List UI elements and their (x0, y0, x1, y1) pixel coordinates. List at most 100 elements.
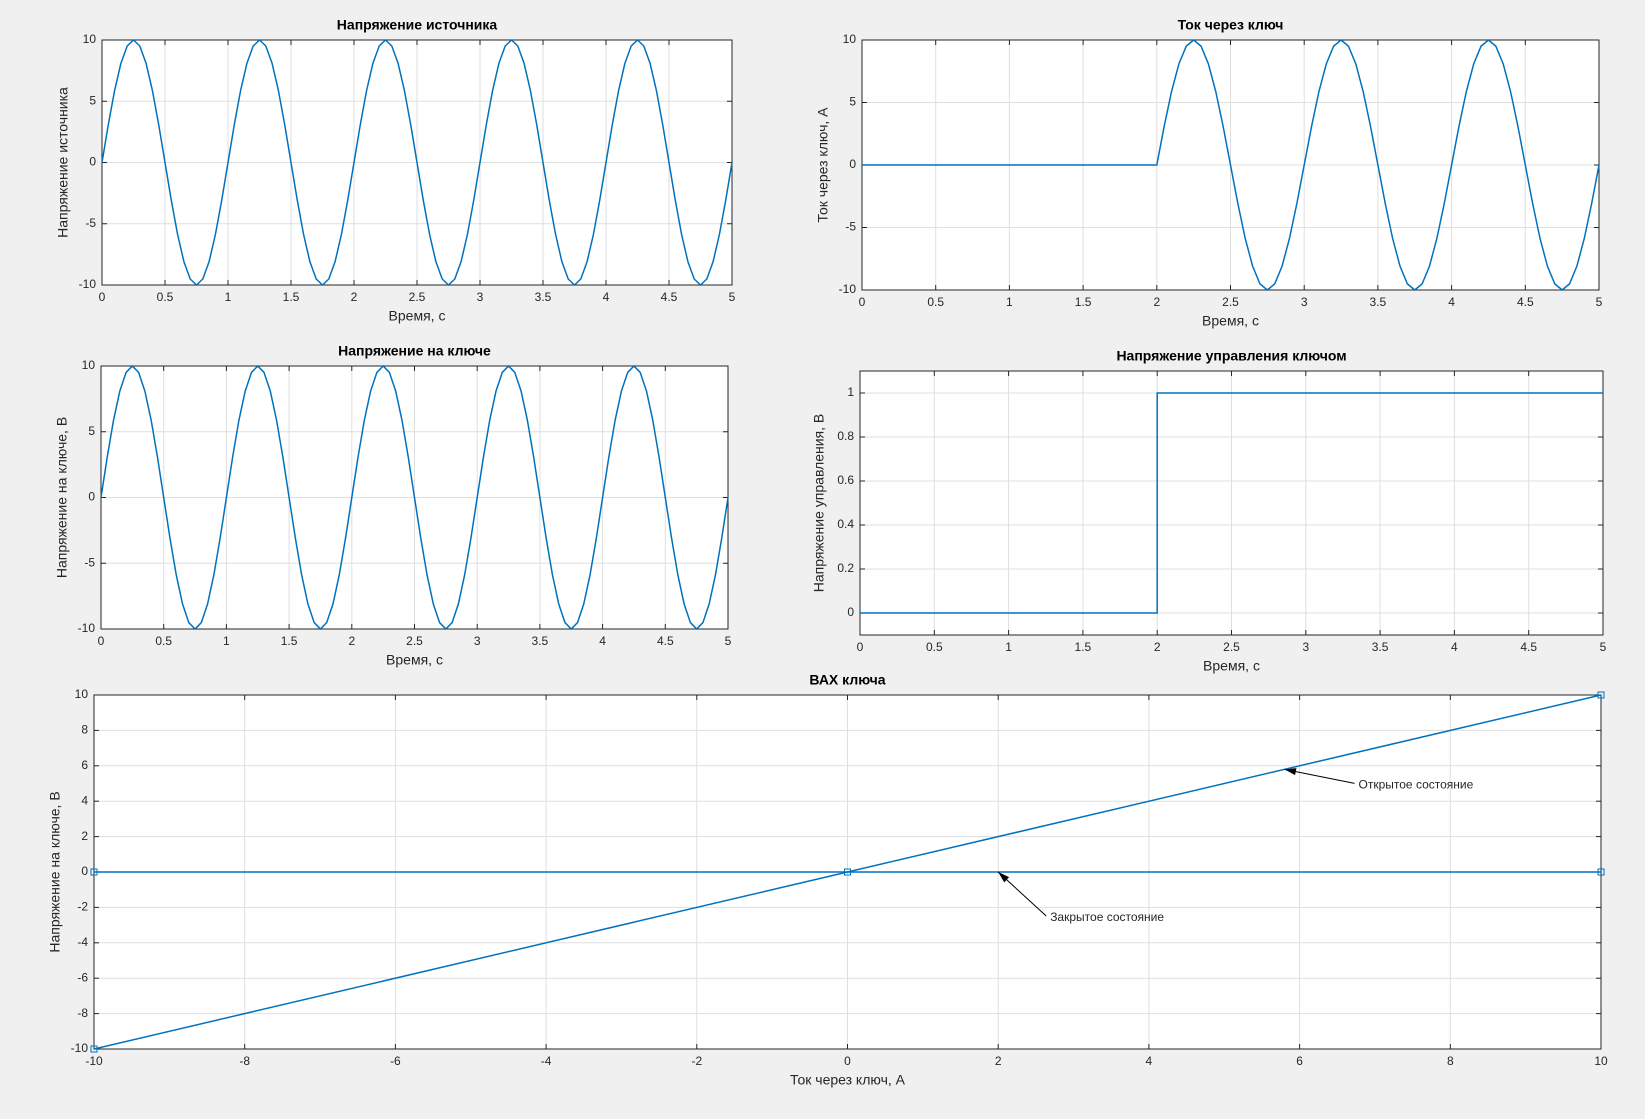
x-tick-label: 0 (857, 640, 864, 654)
x-tick-label: 2 (351, 290, 358, 304)
y-tick-label: 2 (81, 829, 88, 843)
x-tick-label: 6 (1296, 1054, 1303, 1068)
marker (1597, 691, 1605, 699)
x-tick-label: 8 (1447, 1054, 1454, 1068)
y-axis-label: Напряжение управления, В (811, 414, 827, 593)
y-tick-label: 0 (81, 864, 88, 878)
y-tick-label: -10 (71, 1041, 89, 1055)
x-tick-label: 5 (725, 634, 732, 648)
y-tick-label: 0 (849, 157, 856, 171)
x-tick-label: 2 (995, 1054, 1002, 1068)
x-tick-label: 0.5 (155, 634, 172, 648)
x-tick-label: 3 (477, 290, 484, 304)
x-tick-label: 3 (1301, 295, 1308, 309)
x-tick-label: 1.5 (283, 290, 300, 304)
y-tick-label: 6 (81, 758, 88, 772)
x-tick-label: 1.5 (281, 634, 298, 648)
x-tick-label: 1 (223, 634, 230, 648)
x-tick-label: 10 (1594, 1054, 1608, 1068)
y-tick-label: -2 (77, 900, 88, 914)
x-tick-label: 4.5 (1517, 295, 1534, 309)
x-tick-label: 3 (474, 634, 481, 648)
subplot: 0 0.5 1 1.5 2 2.5 3 3.5 4 4.5 5 -10 -5 0 5 10 Ток через … (815, 17, 1603, 329)
x-tick-label: 5 (729, 290, 736, 304)
x-tick-label: 4 (603, 290, 610, 304)
x-tick-label: -10 (85, 1054, 103, 1068)
y-tick-label: -5 (84, 555, 95, 569)
x-tick-label: -2 (691, 1054, 702, 1068)
y-axis-label: Напряжение на ключе, В (47, 791, 63, 952)
chart-title: Напряжение на ключе (338, 343, 491, 359)
annotation: Закрытое состояние (1050, 910, 1164, 924)
x-tick-label: 2 (348, 634, 355, 648)
x-tick-label: -8 (239, 1054, 250, 1068)
annotation-arrow (1284, 768, 1355, 784)
subplot: 0 0.5 1 1.5 2 2.5 3 3.5 4 4.5 5 -10 -5 0 5 10 Напряжение… (54, 343, 732, 668)
y-tick-label: 10 (843, 32, 857, 46)
x-tick-label: 0.5 (157, 290, 174, 304)
data-line (101, 38, 733, 287)
data-line (100, 364, 729, 631)
x-tick-label: 5 (1600, 640, 1607, 654)
x-axis-label: Время, с (1202, 313, 1259, 329)
x-tick-label: 4 (599, 634, 606, 648)
y-tick-label: 0.4 (837, 517, 854, 531)
y-tick-label: 0.6 (837, 473, 854, 487)
x-tick-label: 1 (1006, 295, 1013, 309)
x-tick-label: 2.5 (409, 290, 426, 304)
annotation: Открытое состояние (1359, 778, 1474, 792)
y-tick-label: -6 (77, 970, 88, 984)
y-tick-label: 0 (847, 605, 854, 619)
marker (844, 868, 851, 876)
x-tick-label: 3 (1302, 640, 1309, 654)
x-tick-label: 0.5 (927, 295, 944, 309)
axes-box (859, 370, 1604, 636)
y-tick-label: 5 (88, 424, 95, 438)
data-line (860, 392, 1603, 614)
y-tick-label: 8 (81, 723, 88, 737)
x-tick-label: 0 (98, 634, 105, 648)
marker (90, 1045, 98, 1053)
y-tick-label: 10 (75, 687, 89, 701)
data-line (862, 39, 1600, 291)
x-tick-label: 4.5 (1520, 640, 1537, 654)
y-tick-label: 0.8 (837, 429, 854, 443)
x-tick-label: 2 (1154, 640, 1161, 654)
y-tick-label: -5 (845, 220, 856, 234)
y-tick-label: 10 (83, 32, 97, 46)
x-tick-label: 0 (99, 290, 106, 304)
x-tick-label: 4 (1146, 1054, 1153, 1068)
x-tick-label: -4 (541, 1054, 552, 1068)
x-axis-label: Ток через ключ, А (790, 1072, 906, 1088)
x-tick-label: 1.5 (1075, 295, 1092, 309)
y-tick-label: -4 (77, 935, 88, 949)
y-axis-label: Ток через ключ, А (815, 107, 831, 223)
x-axis-label: Время, с (1203, 658, 1260, 674)
x-tick-label: 4.5 (661, 290, 678, 304)
marker (90, 868, 98, 876)
x-tick-label: 4.5 (657, 634, 674, 648)
x-tick-label: -6 (390, 1054, 401, 1068)
y-tick-label: -10 (839, 282, 857, 296)
y-tick-label: -5 (85, 216, 96, 230)
x-tick-label: 2.5 (1222, 295, 1239, 309)
y-tick-label: -8 (77, 1006, 88, 1020)
x-tick-label: 1.5 (1075, 640, 1092, 654)
x-tick-label: 1 (225, 290, 232, 304)
chart-title: Ток через ключ (1178, 17, 1284, 33)
chart-title: ВАХ ключа (809, 672, 885, 688)
x-tick-label: 3.5 (1370, 295, 1387, 309)
y-tick-label: 0 (89, 155, 96, 169)
arrow-head (1284, 768, 1297, 776)
x-tick-label: 0 (859, 295, 866, 309)
x-tick-label: 5 (1596, 295, 1603, 309)
arrow-head (998, 872, 1010, 883)
y-tick-label: 0 (88, 490, 95, 504)
chart-title: Напряжение источника (337, 17, 498, 33)
y-tick-label: -10 (79, 277, 97, 291)
x-axis-label: Время, с (389, 308, 446, 324)
chart-title: Напряжение управления ключом (1116, 348, 1346, 364)
subplot: -10 -8 -6 -4 -2 0 2 4 6 8 10 -10 -8 -6 -4 -2 0 2 4 6 8 10 Откр… (47, 672, 1608, 1088)
subplot: 0 0.5 1 1.5 2 2.5 3 3.5 4 4.5 5 -10 -5 0 5 10 Напряжение… (55, 17, 736, 324)
